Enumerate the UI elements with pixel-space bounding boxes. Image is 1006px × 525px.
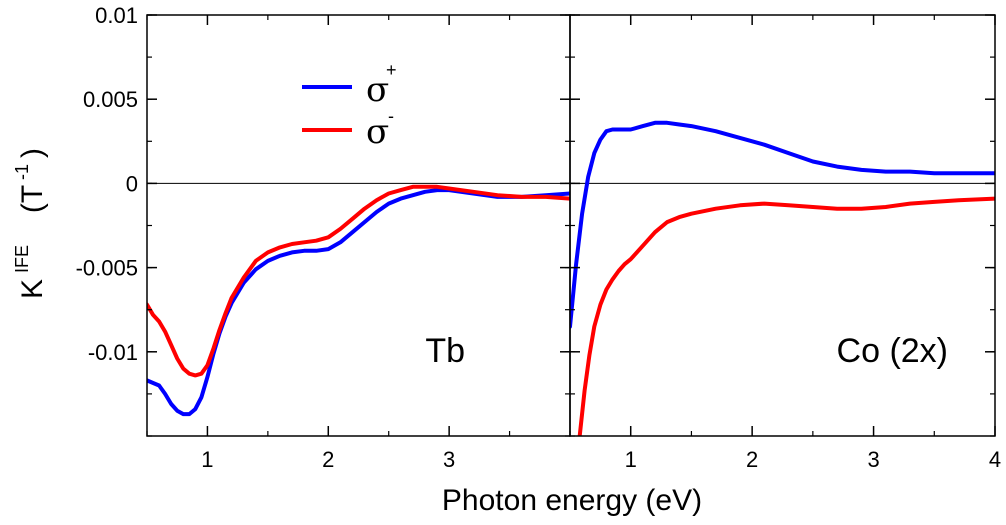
legend-sup-sigma-plus: + (386, 60, 397, 80)
y-axis-title-unit-open: (T (16, 185, 49, 213)
panel-tb: 1 2 3 (146, 14, 571, 472)
x-tick-label: 3 (867, 447, 879, 472)
y-axis-title-unit-sup: -1 (12, 164, 32, 180)
series-line-sigma-minus (577, 196, 995, 436)
y-axis-title-base: K (16, 279, 49, 299)
x-tick-label: 2 (322, 447, 334, 472)
panel-co: 1 2 3 4 (569, 14, 1001, 472)
panel-frame (569, 14, 996, 437)
y-tick-label: -0.01 (88, 340, 138, 365)
svg-text:K IFE (T -1: K IFE (T -1 ) (12, 148, 49, 299)
panel-label-co: Co (2x) (837, 332, 948, 370)
y-tick-label: 0.005 (83, 87, 138, 112)
series-line-sigma-minus (147, 184, 570, 378)
panel-label-tb: Tb (425, 332, 465, 370)
y-axis-title-sup: IFE (12, 245, 32, 273)
legend-label-sigma-minus: σ (366, 112, 389, 152)
y-axis: 0.01 0.005 0 -0.005 -0.01 (76, 3, 138, 365)
x-axis-title: Photon energy (eV) (442, 484, 702, 517)
x-tick-label: 1 (201, 447, 213, 472)
y-axis-title: K IFE (T -1 ) (12, 148, 49, 299)
legend: σ + σ - (302, 60, 397, 152)
x-tick-label: 3 (443, 447, 455, 472)
y-tick-label: 0 (126, 171, 138, 196)
series-line-sigma-plus (147, 188, 570, 417)
legend-sup-sigma-minus: - (388, 106, 394, 126)
y-axis-title-unit-close: ) (16, 148, 49, 158)
x-tick-label: 4 (989, 447, 1001, 472)
x-tick-label: 2 (746, 447, 758, 472)
series-line-sigma-plus (570, 120, 995, 329)
y-tick-label: -0.005 (76, 256, 138, 281)
legend-label-sigma-plus: σ (366, 70, 389, 110)
y-tick-label: 0.01 (95, 3, 138, 28)
x-tick-label: 1 (625, 447, 637, 472)
